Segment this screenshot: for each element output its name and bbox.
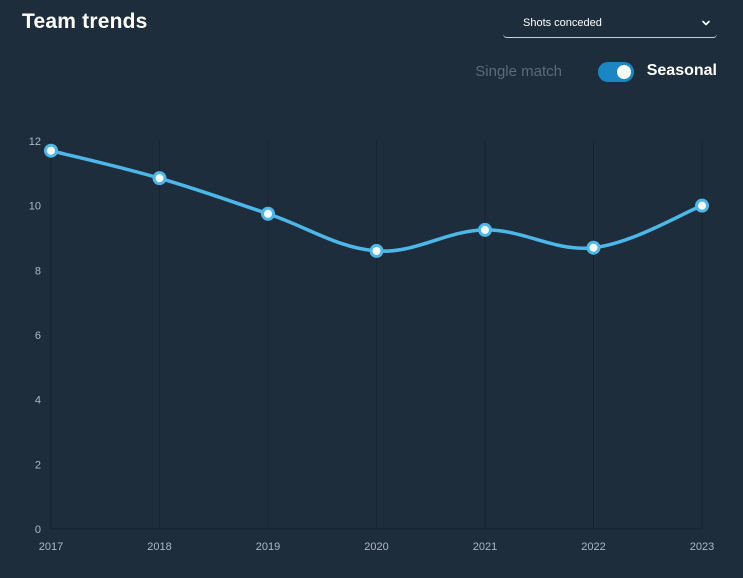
y-tick-label: 10	[29, 201, 41, 213]
mode-toggle-switch[interactable]	[598, 62, 634, 82]
data-points	[44, 143, 709, 258]
y-tick-label: 8	[35, 265, 41, 277]
x-tick-label: 2023	[690, 541, 714, 553]
chevron-down-icon	[702, 20, 710, 26]
metric-dropdown[interactable]: Shots conceded	[503, 12, 717, 38]
y-axis-ticks: 0 2 4 6 8 10 12	[29, 136, 41, 536]
single-match-label[interactable]: Single match	[475, 63, 562, 80]
data-point[interactable]	[44, 143, 58, 158]
data-point[interactable]	[369, 243, 384, 258]
data-point-center	[481, 225, 489, 234]
data-point[interactable]	[261, 206, 275, 221]
x-tick-label: 2021	[473, 541, 497, 553]
data-point[interactable]	[152, 171, 167, 186]
data-point-center	[47, 146, 55, 155]
axes	[50, 141, 702, 530]
data-point-center	[264, 209, 272, 218]
x-tick-label: 2017	[39, 541, 63, 553]
page-title: Team trends	[22, 10, 148, 33]
y-tick-label: 4	[35, 395, 41, 407]
x-axis-ticks: 2017 2018 2019 2020 2021 2022 2023	[39, 541, 714, 553]
data-point-center	[698, 201, 706, 210]
y-tick-label: 6	[35, 330, 41, 342]
seasonal-label[interactable]: Seasonal	[646, 62, 717, 79]
x-tick-label: 2022	[581, 541, 605, 553]
x-tick-label: 2018	[147, 541, 171, 553]
y-tick-label: 0	[35, 524, 41, 536]
x-tick-label: 2020	[364, 541, 388, 553]
data-point[interactable]	[695, 198, 709, 213]
data-point-center	[589, 243, 598, 252]
data-point-center	[155, 174, 164, 183]
toggle-knob	[617, 65, 631, 79]
data-point-center	[372, 246, 381, 255]
data-point[interactable]	[586, 240, 601, 255]
y-tick-label: 2	[35, 459, 41, 471]
grid-lines	[50, 141, 703, 529]
data-point[interactable]	[478, 222, 492, 237]
x-tick-label: 2019	[256, 541, 280, 553]
y-tick-label: 12	[29, 136, 41, 148]
metric-dropdown-value: Shots conceded	[523, 17, 602, 29]
